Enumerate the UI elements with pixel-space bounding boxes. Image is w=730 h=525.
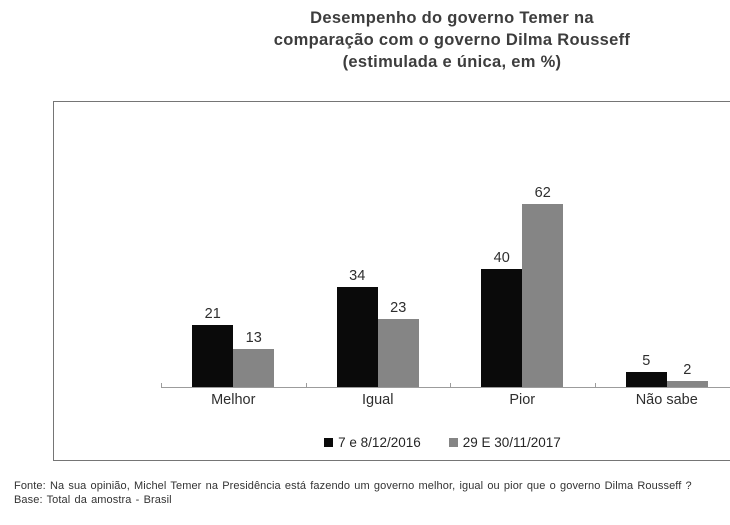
value-label: 13 — [245, 330, 262, 346]
chart-legend: 7 e 8/12/2016 29 E 30/11/2017 — [161, 435, 724, 450]
chart-title-line1: Desempenho do governo Temer na — [310, 9, 594, 27]
x-axis-tick — [450, 383, 451, 387]
legend-item-1: 7 e 8/12/2016 — [324, 435, 421, 450]
value-label: 21 — [204, 306, 221, 322]
bar-series1-3 — [481, 269, 523, 387]
category-label: Pior — [509, 392, 536, 408]
bar-series2-1 — [233, 349, 275, 387]
category-label: Não sabe — [635, 392, 698, 408]
chart-title: Desempenho do governo Temer na comparaçã… — [172, 7, 730, 73]
x-axis-tick — [595, 383, 596, 387]
legend-swatch-icon — [448, 438, 458, 447]
legend-label: 29 E 30/11/2017 — [462, 435, 561, 450]
value-label: 23 — [390, 300, 407, 316]
legend-label: 7 e 8/12/2016 — [338, 435, 421, 450]
value-label: 5 — [642, 353, 651, 369]
bar-series1-2 — [336, 287, 378, 387]
value-label: 34 — [349, 268, 366, 284]
chart-title-line3: (estimulada e única, em %) — [342, 53, 562, 71]
category-label: Melhor — [211, 392, 256, 408]
legend-swatch-icon — [324, 438, 334, 447]
x-axis-tick — [161, 383, 162, 387]
bar-series1-4 — [625, 372, 667, 387]
base-note: Base: Total da amostra - Brasil — [14, 493, 172, 506]
category-label: Igual — [362, 392, 394, 408]
chart-footer: Fonte: Na sua opinião, Michel Temer na P… — [14, 480, 720, 507]
chart-plot-area: Melhor 21 13 Igual 34 23 Pior 40 62 Não sabe 5 2 7 … — [53, 101, 730, 461]
bar-series2-2 — [377, 319, 419, 387]
chart-title-line2: comparação com o governo Dilma Rousseff — [273, 31, 631, 49]
value-label: 62 — [534, 185, 551, 201]
x-axis-line — [161, 387, 730, 388]
bar-series2-3 — [522, 204, 564, 387]
bar-series2-4 — [666, 381, 708, 387]
x-axis-tick — [306, 383, 307, 387]
value-label: 40 — [493, 250, 510, 266]
bar-series1-1 — [192, 325, 234, 387]
value-label: 2 — [683, 362, 692, 378]
source-note: Fonte: Na sua opinião, Michel Temer na P… — [14, 480, 692, 492]
legend-item-2: 29 E 30/11/2017 — [448, 435, 561, 450]
